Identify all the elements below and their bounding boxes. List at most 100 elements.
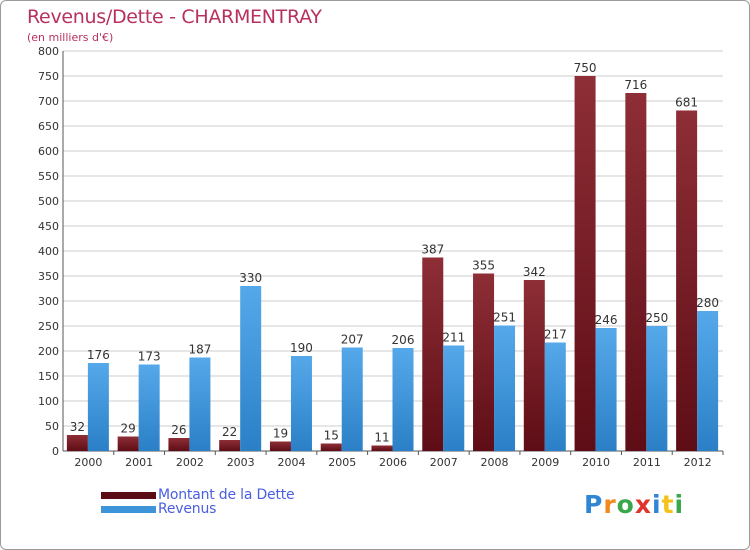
data-label-revenue: 246 — [595, 313, 618, 327]
bar-revenue — [341, 347, 363, 451]
bar-revenue — [290, 356, 312, 451]
y-tick-label: 300 — [38, 295, 59, 308]
data-label-debt: 19 — [273, 427, 288, 441]
legend-swatch-debt — [101, 491, 156, 499]
data-label-revenue: 330 — [239, 271, 262, 285]
data-label-debt: 32 — [70, 420, 85, 434]
bar-revenue — [494, 325, 516, 451]
bar-debt — [66, 435, 88, 451]
y-tick-label: 650 — [38, 120, 59, 133]
data-label-debt: 15 — [324, 429, 339, 443]
data-label-revenue: 250 — [645, 311, 668, 325]
data-label-revenue: 173 — [138, 350, 161, 364]
logo-letter: P — [584, 490, 604, 519]
data-label-revenue: 211 — [442, 331, 465, 345]
logo-letter: x — [634, 490, 652, 519]
data-label-debt: 750 — [574, 61, 597, 75]
data-label-debt: 681 — [675, 96, 698, 110]
x-tick-label: 2011 — [633, 456, 661, 469]
y-tick-label: 800 — [38, 45, 59, 58]
y-tick-label: 750 — [38, 70, 59, 83]
y-tick-label: 50 — [45, 420, 59, 433]
bar-revenue — [392, 348, 414, 451]
y-tick-label: 600 — [38, 145, 59, 158]
legend-label-debt: Montant de la Dette — [158, 487, 295, 503]
bar-debt — [625, 93, 647, 451]
y-tick-label: 550 — [38, 170, 59, 183]
data-label-debt: 22 — [222, 425, 237, 439]
data-label-revenue: 206 — [392, 333, 415, 347]
bar-debt — [320, 443, 342, 451]
y-tick-label: 100 — [38, 395, 59, 408]
y-tick-label: 200 — [38, 345, 59, 358]
legend-item-revenue: Revenus — [101, 501, 216, 517]
y-tick-label: 250 — [38, 320, 59, 333]
bar-revenue — [595, 328, 617, 451]
bar-debt — [371, 445, 393, 451]
bar-debt — [219, 440, 241, 451]
bar-debt — [676, 110, 698, 451]
bar-debt — [523, 280, 545, 451]
x-tick-label: 2002 — [176, 456, 204, 469]
data-label-revenue: 190 — [290, 341, 313, 355]
x-tick-label: 2007 — [430, 456, 458, 469]
y-tick-label: 700 — [38, 95, 59, 108]
data-label-revenue: 217 — [544, 328, 567, 342]
bar-revenue — [697, 311, 719, 451]
logo-letter: t — [661, 490, 675, 519]
bar-revenue — [443, 345, 465, 451]
legend-label-revenue: Revenus — [158, 501, 217, 517]
x-tick-label: 2005 — [328, 456, 356, 469]
bar-debt — [269, 441, 291, 451]
bar-debt — [574, 76, 596, 451]
x-tick-label: 2010 — [582, 456, 610, 469]
chart-subtitle: (en milliers d'€) — [27, 31, 114, 44]
bar-revenue — [544, 342, 566, 451]
bar-revenue — [87, 363, 109, 451]
data-label-revenue: 207 — [341, 333, 364, 347]
data-label-revenue: 176 — [87, 348, 110, 362]
chart-title: Revenus/Dette - CHARMENTRAY — [27, 6, 322, 28]
data-label-debt: 26 — [171, 423, 186, 437]
logo-letter: o — [616, 490, 635, 519]
bar-debt — [422, 257, 444, 451]
bar-revenue — [646, 326, 668, 451]
data-label-revenue: 251 — [493, 311, 516, 325]
data-label-debt: 342 — [523, 265, 546, 279]
y-tick-label: 0 — [52, 445, 59, 458]
x-tick-label: 2012 — [684, 456, 712, 469]
data-label-debt: 387 — [421, 243, 444, 257]
x-tick-label: 2008 — [481, 456, 509, 469]
x-tick-label: 2006 — [379, 456, 407, 469]
data-label-debt: 716 — [624, 78, 647, 92]
y-tick-label: 150 — [38, 370, 59, 383]
x-tick-label: 2000 — [74, 456, 102, 469]
x-tick-label: 2003 — [227, 456, 255, 469]
y-tick-label: 350 — [38, 270, 59, 283]
legend-swatch-revenue — [101, 505, 156, 513]
y-tick-label: 500 — [38, 195, 59, 208]
bar-debt — [168, 438, 190, 451]
logo-letter: i — [652, 490, 662, 519]
bar-debt — [473, 273, 495, 451]
data-label-revenue: 187 — [188, 343, 211, 357]
y-tick-label: 400 — [38, 245, 59, 258]
x-tick-label: 2001 — [125, 456, 153, 469]
x-tick-label: 2009 — [531, 456, 559, 469]
logo-letter: r — [603, 490, 617, 519]
bar-debt — [117, 436, 139, 451]
bar-revenue — [240, 286, 262, 451]
data-label-debt: 29 — [121, 422, 136, 436]
data-label-debt: 355 — [472, 259, 495, 273]
y-tick-label: 450 — [38, 220, 59, 233]
x-tick-label: 2004 — [277, 456, 305, 469]
legend-item-debt: Montant de la Dette — [101, 487, 295, 503]
bar-revenue — [189, 357, 211, 451]
logo-letter: i — [674, 490, 685, 519]
data-label-revenue: 280 — [696, 296, 719, 310]
bar-revenue — [138, 364, 160, 451]
data-label-debt: 11 — [374, 431, 389, 445]
proxiti-logo: Proxiti — [584, 490, 684, 519]
